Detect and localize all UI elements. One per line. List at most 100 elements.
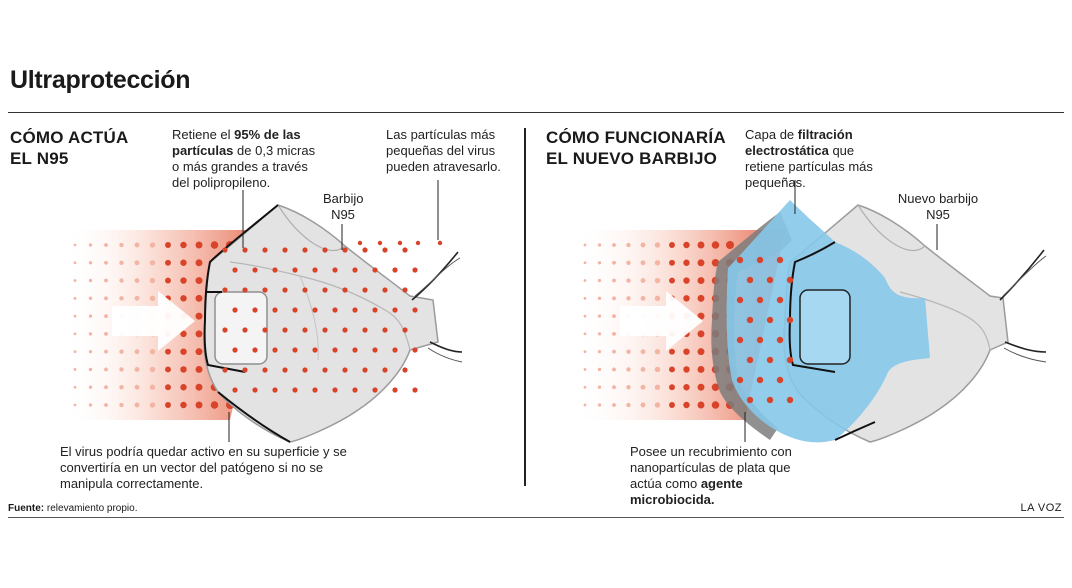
trapped-particle xyxy=(312,267,318,273)
small-particles-annotation: Las partículas más pequeñas del virus pu… xyxy=(386,127,501,174)
coating-pre: Posee un recubrimiento con nanopartícula… xyxy=(630,444,792,491)
trapped-particle xyxy=(252,307,258,313)
filtered-particle xyxy=(766,396,774,404)
left-particle xyxy=(134,384,140,390)
trapped-particle xyxy=(312,387,318,393)
trapped-particle xyxy=(332,267,338,273)
left-particle xyxy=(134,260,140,266)
left-particle xyxy=(119,402,124,408)
right-particles-trapped xyxy=(736,256,794,404)
right-particle xyxy=(669,384,675,391)
left-particle xyxy=(119,367,124,372)
left-particle xyxy=(119,278,124,283)
right-section-title: CÓMO FUNCIONARÍA EL NUEVO BARBIJO xyxy=(546,127,726,169)
left-particle xyxy=(165,366,171,373)
right-flow-arrow xyxy=(620,291,703,351)
right-particle xyxy=(683,277,690,284)
right-particle xyxy=(640,295,646,301)
filtered-particle xyxy=(766,356,774,364)
source-note: Fuente: relevamiento propio. xyxy=(8,503,138,514)
trapped-particle xyxy=(382,247,388,253)
left-n95-mask xyxy=(203,204,463,443)
escaping-particle xyxy=(377,240,383,246)
right-nose-strip xyxy=(789,241,836,321)
right-particle xyxy=(612,367,616,372)
trapped-particle xyxy=(232,387,238,393)
left-particle xyxy=(195,401,203,409)
filtered-particle xyxy=(786,316,794,324)
right-particle xyxy=(626,367,631,372)
left-mask-label-line1: Barbijo xyxy=(323,191,364,206)
left-mask-label-line2: N95 xyxy=(331,207,355,222)
right-particle xyxy=(711,259,720,267)
left-particle xyxy=(73,385,77,389)
trapped-particle xyxy=(412,307,418,313)
trapped-particle xyxy=(242,287,248,293)
right-mask-label-line2: N95 xyxy=(926,207,950,222)
trapped-particle xyxy=(232,267,238,273)
right-particle xyxy=(697,383,705,391)
right-particle xyxy=(654,242,661,248)
right-particle xyxy=(683,241,690,249)
left-particle xyxy=(73,243,77,247)
right-particle xyxy=(583,350,587,354)
right-particle xyxy=(640,260,646,266)
trapped-particle xyxy=(362,247,368,253)
right-particle xyxy=(597,243,602,247)
right-particle xyxy=(640,384,646,390)
trapped-particle xyxy=(352,387,358,393)
right-particle xyxy=(669,348,675,355)
trapped-particle xyxy=(352,267,358,273)
left-particle xyxy=(134,367,140,372)
left-particle xyxy=(88,385,93,389)
right-particle xyxy=(654,384,661,390)
trapped-particle xyxy=(262,367,268,373)
left-particle xyxy=(195,365,203,373)
trapped-particle xyxy=(282,247,288,253)
right-particle xyxy=(640,242,646,248)
trapped-particle xyxy=(302,367,308,373)
trapped-particle xyxy=(302,247,308,253)
left-particle xyxy=(104,278,108,283)
trapped-particle xyxy=(352,347,358,353)
trapped-particle xyxy=(242,327,248,333)
left-particle xyxy=(88,278,93,283)
left-particle xyxy=(104,367,108,372)
left-particle xyxy=(180,330,187,338)
left-particle xyxy=(73,279,77,282)
right-mask-label-line1: Nuevo barbijo xyxy=(897,191,979,206)
right-particle xyxy=(669,242,675,248)
right-particle xyxy=(583,243,587,247)
right-particle xyxy=(683,295,690,302)
left-particle xyxy=(88,261,93,265)
left-particle xyxy=(134,242,140,248)
trapped-particle xyxy=(292,267,298,273)
trapped-particle xyxy=(392,267,398,273)
left-particle xyxy=(73,332,77,336)
title-rule xyxy=(8,112,1064,113)
left-particle xyxy=(149,366,156,373)
right-particle xyxy=(683,401,690,409)
trapped-particle xyxy=(382,287,388,293)
source-label: Fuente: xyxy=(8,503,45,514)
right-particle xyxy=(583,403,587,407)
trapped-particle xyxy=(262,247,268,253)
left-title-line2: EL N95 xyxy=(10,149,69,168)
layer-post: que retiene partículas más pequeñas. xyxy=(745,143,873,190)
right-particle xyxy=(711,241,720,249)
left-particle xyxy=(73,314,77,318)
trapped-particle xyxy=(242,247,248,253)
right-particle xyxy=(683,366,690,373)
left-particle xyxy=(104,260,108,265)
right-particle xyxy=(597,332,602,336)
left-particle xyxy=(104,331,108,336)
right-particle xyxy=(583,368,587,371)
right-particle xyxy=(654,260,661,266)
left-particle xyxy=(119,349,124,354)
right-particle xyxy=(626,278,631,283)
trapped-particle xyxy=(332,387,338,393)
right-particle xyxy=(697,312,705,320)
right-particle xyxy=(597,367,602,372)
filtered-particle xyxy=(756,256,764,264)
